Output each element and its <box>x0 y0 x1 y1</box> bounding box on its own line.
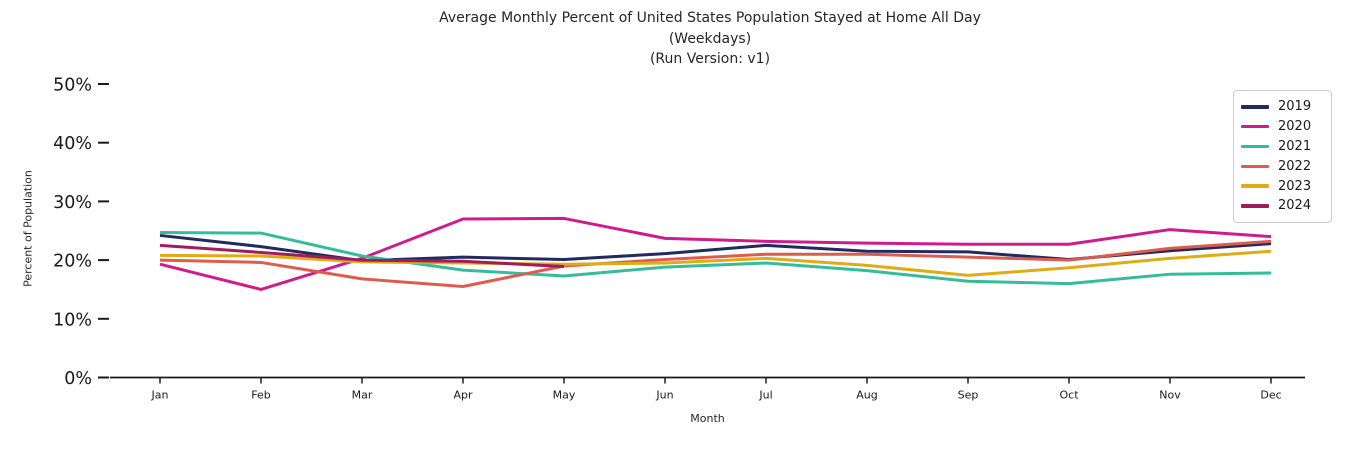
legend-label: 2022 <box>1278 158 1312 174</box>
legend: 2019 2020 2021 2022 2023 2024 <box>1233 90 1332 223</box>
series-line-2024 <box>159 243 565 269</box>
x-tick-label: Jan <box>151 389 169 402</box>
x-tick-label: Nov <box>1159 389 1181 402</box>
x-tick-label: Dec <box>1260 389 1281 402</box>
legend-item-2021: 2021 <box>1241 137 1323 157</box>
legend-swatch-2024 <box>1241 204 1269 208</box>
y-tick-label: 40% <box>53 134 92 154</box>
series-line-2020 <box>159 216 1272 291</box>
legend-swatch-2022 <box>1241 164 1269 169</box>
series-line-2023 <box>159 249 1272 277</box>
legend-item-2023: 2023 <box>1241 176 1323 196</box>
y-tick-label: 10% <box>53 310 92 330</box>
x-tick-label: Jul <box>758 389 772 402</box>
x-axis-label: Month <box>690 412 725 425</box>
series-line-2021 <box>159 231 1272 286</box>
y-tick-label: 20% <box>53 252 92 272</box>
y-tick-label: 0% <box>64 369 92 389</box>
legend-label: 2020 <box>1278 119 1312 135</box>
legend-item-2022: 2022 <box>1241 156 1323 176</box>
legend-label: 2021 <box>1278 138 1312 154</box>
legend-item-2020: 2020 <box>1241 117 1323 137</box>
legend-swatch-2021 <box>1241 144 1269 149</box>
chart-title-line2: (Weekdays) <box>668 30 752 47</box>
legend-swatch-2020 <box>1241 124 1269 129</box>
x-tick-label: Sep <box>958 389 979 402</box>
x-tick-label: Apr <box>453 389 473 402</box>
legend-label: 2024 <box>1278 198 1312 214</box>
x-tick-label: Aug <box>856 389 877 402</box>
y-tick-label: 50% <box>53 76 92 96</box>
legend-item-2019: 2019 <box>1241 97 1323 117</box>
legend-label: 2019 <box>1278 99 1312 115</box>
y-tick-label: 30% <box>53 193 92 213</box>
chart-title-line3: (Run Version: v1) <box>649 51 771 67</box>
legend-label: 2023 <box>1278 178 1312 194</box>
chart-title-line1: Average Monthly Percent of United States… <box>439 10 981 26</box>
legend-item-2024: 2024 <box>1241 196 1323 216</box>
series-line-2022 <box>159 239 1272 289</box>
x-tick-label: Mar <box>352 389 373 402</box>
x-tick-label: Oct <box>1059 389 1079 402</box>
y-axis-label: Percent of Population <box>21 170 35 287</box>
x-tick-label: May <box>553 389 576 402</box>
legend-swatch-2019 <box>1241 105 1269 109</box>
x-tick-label: Feb <box>251 389 270 402</box>
legend-swatch-2023 <box>1241 184 1269 188</box>
x-tick-label: Jun <box>655 389 673 402</box>
chart-title: Average Monthly Percent of United States… <box>110 8 1310 70</box>
